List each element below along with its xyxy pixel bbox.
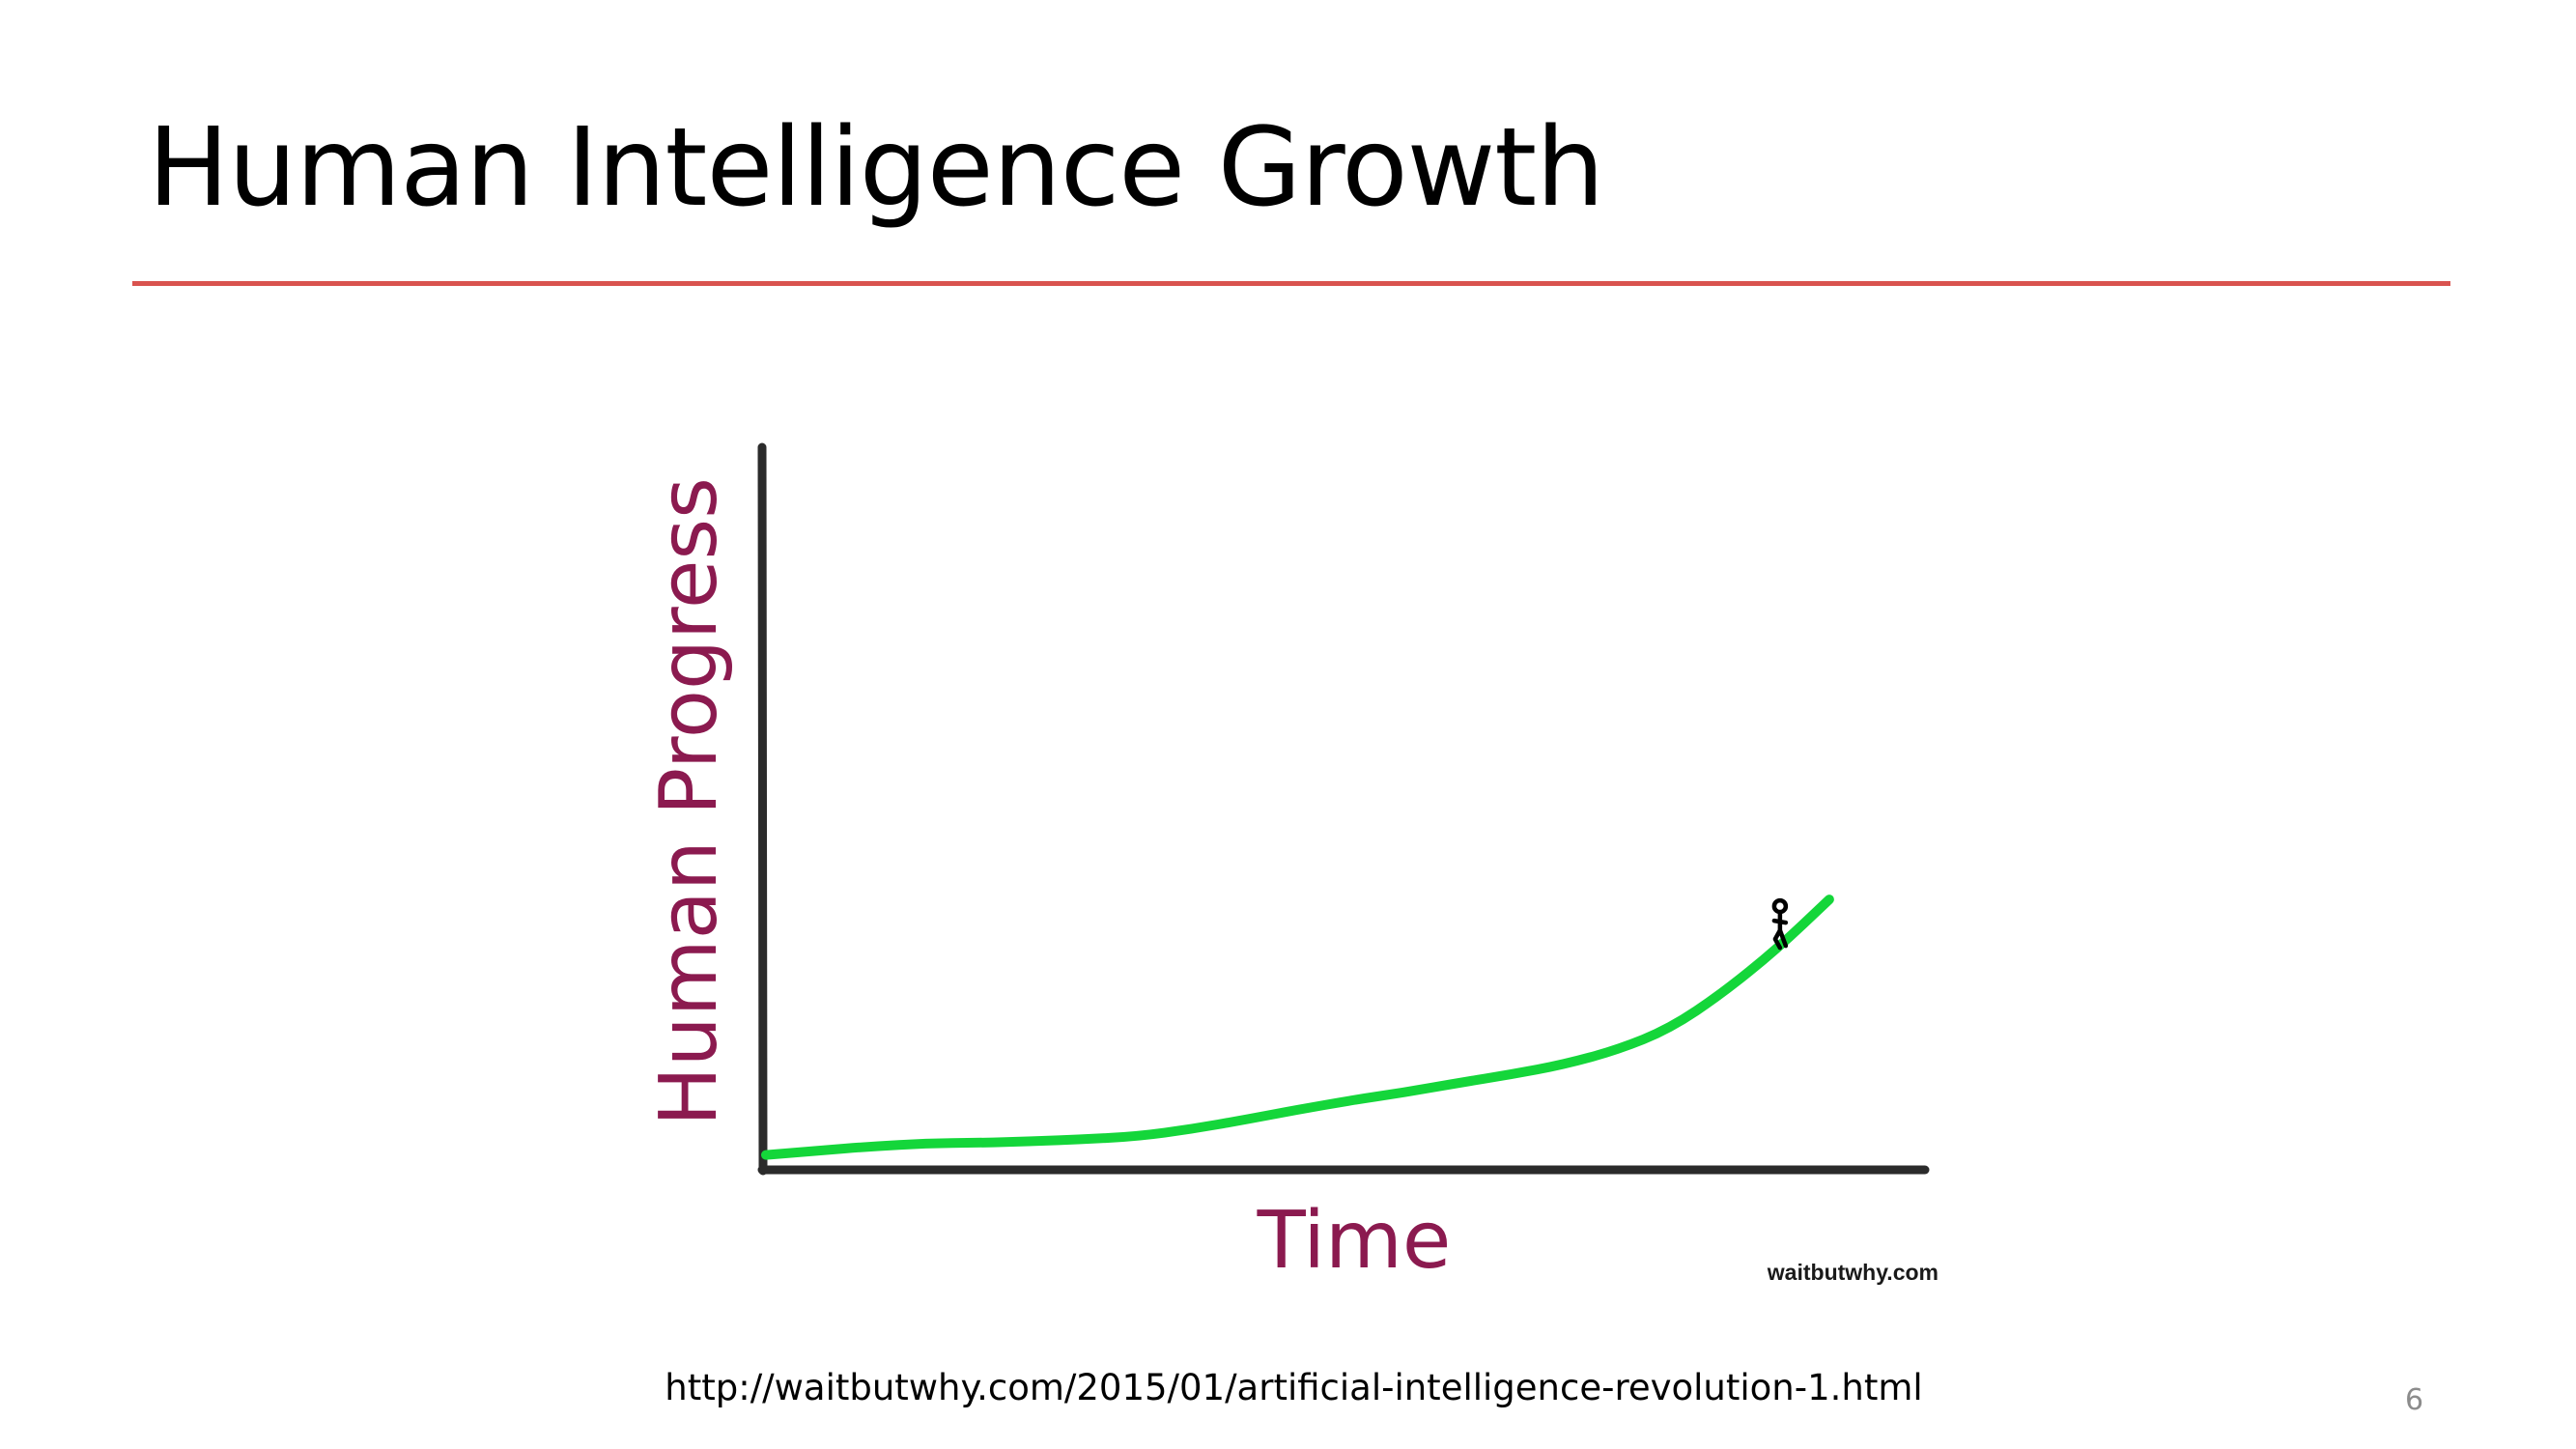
y-axis-label: Human Progress xyxy=(643,477,735,1126)
progress-line xyxy=(761,895,1834,1160)
source-url: http://waitbutwhy.com/2015/01/artificial… xyxy=(0,1367,2576,1408)
stick-figure-arms xyxy=(1771,918,1789,925)
title-divider xyxy=(132,281,2450,286)
slide-number: 6 xyxy=(2405,1383,2424,1417)
y-axis xyxy=(757,442,768,1176)
source-url-text: http://waitbutwhy.com/2015/01/artificial… xyxy=(665,1367,1923,1408)
x-axis-label: Time xyxy=(1257,1195,1452,1287)
chart-watermark: waitbutwhy.com xyxy=(1767,1260,1939,1285)
stick-figure-icon xyxy=(1771,897,1789,951)
slide-title: Human Intelligence Growth xyxy=(148,105,1604,231)
stick-figure-leg xyxy=(1777,927,1789,949)
